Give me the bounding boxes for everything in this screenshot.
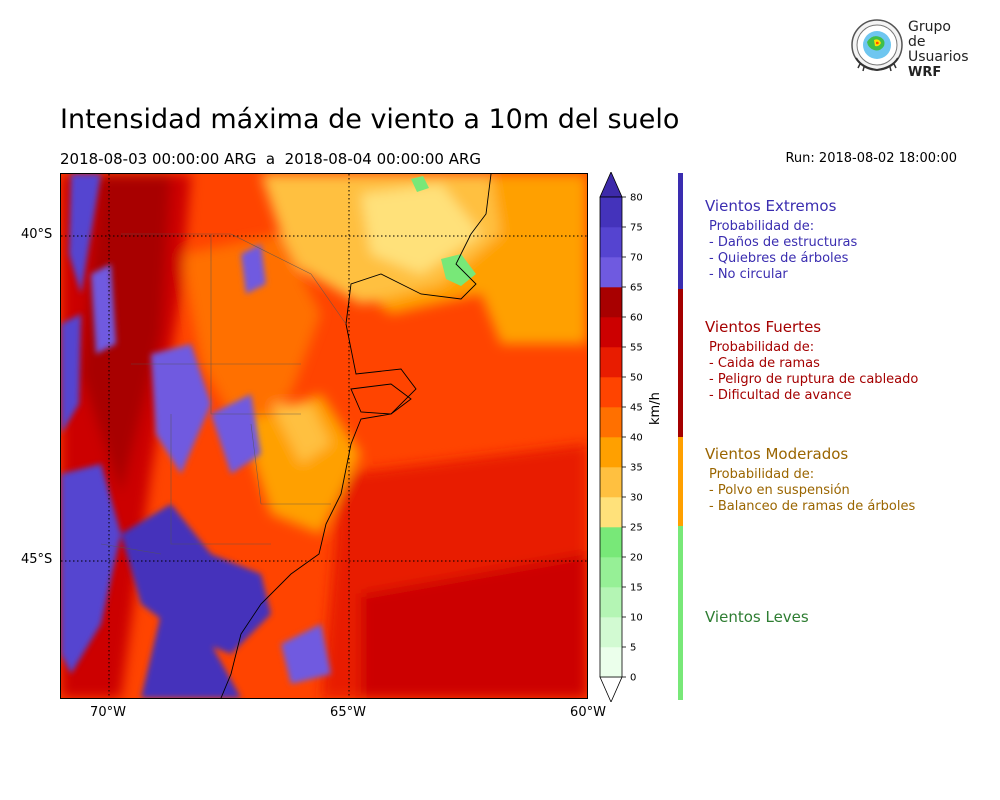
colorbar-unit: km/h [648, 392, 663, 425]
category-color-bar [678, 173, 683, 289]
wind-field-map [61, 174, 587, 698]
colorbar-tick-label: 5 [630, 643, 636, 654]
category-probability-label: Probabilidad de: [709, 467, 815, 482]
wind-category: Vientos Extremos Probabilidad de: - Daños … [705, 197, 995, 283]
colorbar-bin [600, 377, 622, 408]
colorbar-tick-label: 35 [630, 463, 643, 474]
colorbar-bin [600, 317, 622, 348]
category-probability-label: Probabilidad de: [709, 219, 815, 234]
wind-field-shading [61, 174, 587, 698]
globe-seal-icon [851, 19, 903, 72]
category-probability-label: Probabilidad de: [709, 340, 815, 355]
colorbar-tick-label: 55 [630, 343, 643, 354]
logo-text-line2: Usuarios [908, 49, 969, 65]
lat-label-45s: 45°S [21, 552, 53, 567]
colorbar-tick-label: 80 [630, 193, 643, 204]
coastline [220, 174, 492, 698]
colorbar-bin [600, 197, 622, 228]
light-wind-area [441, 254, 476, 286]
light-wind-area [411, 176, 429, 192]
category-item: - Caida de ramas [709, 356, 820, 371]
category-item: - Daños de estructuras [709, 235, 858, 250]
wind-map[interactable] [60, 173, 588, 699]
category-item: - No circular [709, 267, 788, 282]
colorbar-tick-label: 45 [630, 403, 643, 414]
category-color-bar [678, 289, 683, 437]
lon-label-70w: 70°W [90, 705, 126, 720]
category-color-bar [678, 437, 683, 526]
colorbar-bin [600, 227, 622, 258]
colorbar-tick-label: 25 [630, 523, 643, 534]
colorbar-bin [600, 497, 622, 528]
extreme-wind-areas [61, 174, 331, 698]
colorbar-bin [600, 647, 622, 678]
colorbar-tick-label: 75 [630, 223, 643, 234]
lon-label-65w: 65°W [330, 705, 366, 720]
wind-category: Vientos Moderados Probabilidad de: - Polvo… [705, 445, 995, 515]
colorbar-tick-label: 30 [630, 493, 643, 504]
graticule [61, 174, 587, 698]
run-time: Run: 2018-08-02 18:00:00 [785, 151, 957, 166]
colorbar-tick-label: 70 [630, 253, 643, 264]
colorbar-tick-label: 10 [630, 613, 643, 624]
colorbar-tick-label: 20 [630, 553, 643, 564]
colorbar-bin [600, 287, 622, 318]
category-item: - Quiebres de árboles [709, 251, 849, 266]
colorbar-bin [600, 347, 622, 378]
colorbar-bin [600, 437, 622, 468]
logo-text-line3: WRF [908, 65, 942, 80]
colorbar-tick-label: 50 [630, 373, 643, 384]
wind-category: Vientos Leves [705, 608, 995, 626]
category-title: Vientos Moderados [705, 445, 849, 463]
colorbar-bin [600, 527, 622, 558]
lat-label-40s: 40°S [21, 227, 53, 242]
colorbar-tick-label: 65 [630, 283, 643, 294]
category-item: - Dificultad de avance [709, 388, 852, 403]
category-item: - Polvo en suspensión [709, 483, 850, 498]
category-color-bar [678, 526, 683, 700]
colorbar-tick-label: 40 [630, 433, 643, 444]
lon-label-60w: 60°W [570, 705, 606, 720]
category-item: - Peligro de ruptura de cableado [709, 372, 919, 387]
grupo-wrf-logo: Grupo de Usuarios WRF [850, 18, 969, 80]
colorbar-under-arrow [599, 676, 623, 702]
category-title: Vientos Fuertes [705, 318, 822, 336]
map-title: Intensidad máxima de viento a 10m del su… [60, 104, 680, 135]
colorbar-over-arrow [599, 172, 623, 198]
colorbar-bin [600, 587, 622, 618]
colorbar-bin [600, 557, 622, 588]
colorbar-tick-label: 15 [630, 583, 643, 594]
valid-period: 2018-08-03 00:00:00 ARG a 2018-08-04 00:… [60, 150, 482, 168]
category-title: Vientos Leves [705, 608, 809, 626]
logo-text-line1: Grupo de [908, 19, 951, 50]
province-borders [100, 233, 347, 555]
wind-category: Vientos Fuertes Probabilidad de: - Caida d… [705, 318, 995, 404]
colorbar-tick-label: 60 [630, 313, 643, 324]
colorbar-bin [600, 617, 622, 648]
wind-speed-colorbar: 0 5 10 15 20 25 30 35 40 45 50 55 60 65 70 75 80 [599, 172, 643, 702]
category-title: Vientos Extremos [705, 197, 837, 215]
colorbar-bin [600, 467, 622, 498]
category-item: - Balanceo de ramas de árboles [709, 499, 916, 514]
colorbar-bin [600, 407, 622, 438]
colorbar-bin [600, 257, 622, 288]
colorbar-tick-label: 0 [630, 673, 636, 684]
